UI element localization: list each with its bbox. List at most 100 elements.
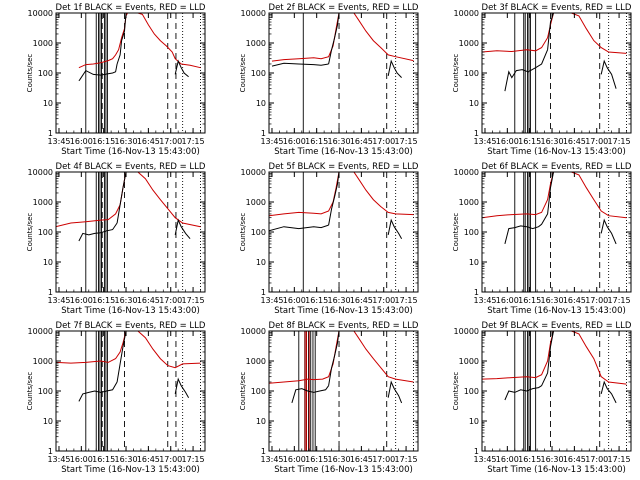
- panel-9: Det 9f BLACK = Events, RED = LLD 1 10 100 10…: [452, 321, 632, 475]
- x-axis-label: Start Time (16-Nov-13 15:43:00): [61, 147, 200, 157]
- x-tick-label: 17:15: [395, 296, 418, 305]
- plot-area: [482, 172, 627, 292]
- x-tick-label: 17:00: [372, 296, 395, 305]
- series-line: [78, 381, 118, 402]
- panel-5: Det 5f BLACK = Events, RED = LLD 1 10 100 10…: [239, 162, 419, 316]
- x-tick-label: 16:00: [70, 296, 93, 305]
- x-tick-label: 16:30: [327, 455, 350, 464]
- series-line: [174, 218, 191, 240]
- series-line: [174, 377, 190, 398]
- x-tick-label: 17:15: [182, 296, 205, 305]
- x-tick-label: 17:15: [182, 137, 205, 146]
- y-tick-label: 10000: [241, 168, 266, 177]
- x-tick-label: 13:45: [47, 137, 70, 146]
- y-axis-label: Counts/sec: [239, 54, 247, 93]
- x-tick-label: 16:30: [114, 137, 137, 146]
- x-tick-label: 17:00: [585, 137, 608, 146]
- x-tick-label: 13:45: [473, 296, 496, 305]
- x-tick-label: 16:45: [350, 296, 373, 305]
- series-line: [174, 59, 189, 78]
- series-line: [269, 172, 414, 217]
- y-tick-label: 100: [464, 228, 479, 237]
- x-tick-label: 17:15: [608, 455, 631, 464]
- y-axis-label: Counts/sec: [26, 372, 34, 411]
- y-tick-label: 10000: [241, 327, 266, 336]
- x-tick-label: 17:15: [395, 455, 418, 464]
- y-tick-label: 1: [48, 129, 53, 138]
- x-tick-label: 13:45: [473, 455, 496, 464]
- y-tick-label: 10000: [454, 168, 479, 177]
- series-line: [328, 13, 340, 65]
- y-tick-label: 10000: [241, 9, 266, 18]
- y-tick-label: 1000: [459, 357, 479, 366]
- x-tick-label: 17:00: [159, 455, 182, 464]
- panel-title: Det 6f BLACK = Events, RED = LLD: [482, 162, 632, 172]
- x-tick-label: 17:00: [372, 455, 395, 464]
- x-tick-label: 16:00: [283, 455, 306, 464]
- y-axis-label: Counts/sec: [26, 54, 34, 93]
- panel-8: Det 8f BLACK = Events, RED = LLD 1 10 100 10…: [239, 321, 419, 475]
- series-line: [387, 380, 403, 404]
- series-line: [56, 172, 201, 228]
- y-tick-label: 100: [251, 69, 266, 78]
- x-tick-label: 16:30: [114, 455, 137, 464]
- panel-4: Det 4f BLACK = Events, RED = LLD 1 10 100 10…: [26, 162, 206, 316]
- panel-6: Det 6f BLACK = Events, RED = LLD 1 10 100 10…: [452, 162, 632, 316]
- x-axis-label: Start Time (16-Nov-13 15:43:00): [274, 465, 413, 475]
- panel-1: Det 1f BLACK = Events, RED = LLD 1 10 100 10…: [26, 3, 206, 157]
- x-tick-label: 17:15: [182, 455, 205, 464]
- y-tick-label: 100: [38, 228, 53, 237]
- panel-7: Det 7f BLACK = Events, RED = LLD 1 10 100 10…: [26, 321, 206, 475]
- y-tick-label: 1000: [459, 198, 479, 207]
- y-axis-label: Counts/sec: [239, 372, 247, 411]
- y-tick-label: 1000: [33, 357, 53, 366]
- series-line: [291, 385, 330, 404]
- y-tick-label: 1: [261, 288, 266, 297]
- y-axis-label: Counts/sec: [452, 372, 460, 411]
- panel-title: Det 8f BLACK = Events, RED = LLD: [269, 321, 419, 331]
- panel-title: Det 7f BLACK = Events, RED = LLD: [56, 321, 206, 331]
- x-tick-label: 17:00: [585, 455, 608, 464]
- x-axis-label: Start Time (16-Nov-13 15:43:00): [61, 465, 200, 475]
- series-line: [387, 218, 403, 239]
- y-tick-label: 1000: [33, 39, 53, 48]
- y-tick-label: 10000: [454, 327, 479, 336]
- panel-3: Det 3f BLACK = Events, RED = LLD 1 10 100 10…: [452, 3, 632, 157]
- y-tick-label: 1: [261, 447, 266, 456]
- x-tick-label: 16:00: [496, 137, 519, 146]
- x-tick-label: 13:45: [47, 296, 70, 305]
- y-tick-label: 1000: [33, 198, 53, 207]
- x-tick-label: 16:45: [137, 137, 160, 146]
- y-tick-label: 10000: [28, 9, 53, 18]
- series-line: [116, 172, 127, 224]
- x-tick-label: 16:45: [350, 455, 373, 464]
- plot-area: [56, 331, 201, 451]
- series-line: [271, 62, 329, 67]
- x-tick-label: 16:00: [283, 137, 306, 146]
- x-axis-label: Start Time (16-Nov-13 15:43:00): [487, 465, 626, 475]
- x-tick-label: 13:45: [260, 137, 283, 146]
- x-tick-label: 16:00: [283, 296, 306, 305]
- y-tick-label: 1000: [246, 357, 266, 366]
- x-tick-label: 16:45: [563, 455, 586, 464]
- series-line: [600, 218, 617, 245]
- x-tick-label: 16:15: [518, 296, 541, 305]
- series-line: [116, 331, 127, 383]
- series-line: [78, 13, 201, 69]
- x-tick-label: 16:30: [540, 137, 563, 146]
- plot-area: [482, 331, 627, 451]
- x-tick-label: 16:30: [114, 296, 137, 305]
- y-tick-label: 100: [38, 387, 53, 396]
- series-line: [387, 59, 402, 78]
- y-tick-label: 1000: [459, 39, 479, 48]
- plot-area: [269, 172, 414, 292]
- panel-title: Det 3f BLACK = Events, RED = LLD: [482, 3, 632, 13]
- series-line: [116, 13, 127, 65]
- y-tick-label: 1: [48, 288, 53, 297]
- panel-2: Det 2f BLACK = Events, RED = LLD 1 10 100 10…: [239, 3, 419, 157]
- y-axis-label: Counts/sec: [452, 213, 460, 252]
- panel-title: Det 5f BLACK = Events, RED = LLD: [269, 162, 419, 172]
- x-axis-label: Start Time (16-Nov-13 15:43:00): [487, 306, 626, 316]
- x-tick-label: 17:00: [159, 296, 182, 305]
